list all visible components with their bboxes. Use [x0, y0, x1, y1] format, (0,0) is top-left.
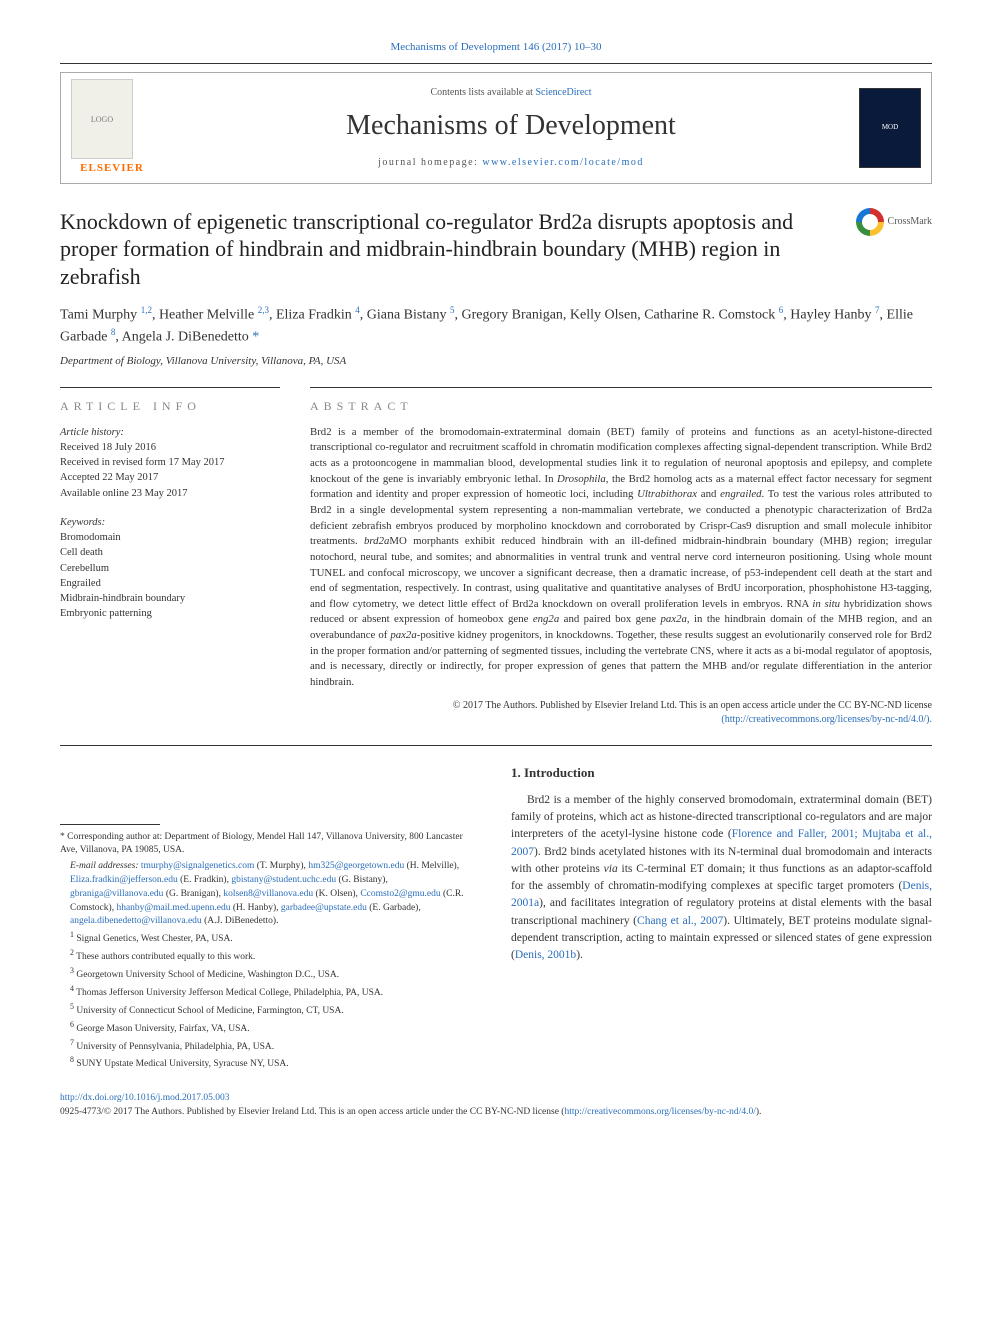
abstract-head: abstract	[310, 398, 932, 415]
section-heading-intro: 1. Introduction	[511, 764, 932, 782]
elsevier-tree-icon: LOGO	[71, 79, 133, 159]
issn-license-link[interactable]: http://creativecommons.org/licenses/by-n…	[564, 1107, 755, 1117]
copyright-text: © 2017 The Authors. Published by Elsevie…	[453, 700, 932, 711]
top-rule	[60, 63, 932, 64]
homepage-link[interactable]: www.elsevier.com/locate/mod	[482, 157, 643, 168]
license-link[interactable]: (http://creativecommons.org/licenses/by-…	[721, 714, 932, 725]
footnote-rule	[60, 824, 160, 825]
footnotes: * Corresponding author at: Department of…	[60, 831, 481, 1073]
crossmark-label: CrossMark	[888, 215, 932, 229]
abstract-text: Brd2 is a member of the bromodomain-extr…	[310, 425, 932, 691]
top-citation[interactable]: Mechanisms of Development 146 (2017) 10–…	[390, 41, 601, 53]
contents-prefix: Contents lists available at	[430, 87, 535, 98]
section-rule	[60, 745, 932, 746]
article-info-head: article info	[60, 398, 280, 415]
journal-cover-icon: MOD	[859, 88, 921, 168]
contents-available-text: Contents lists available at ScienceDirec…	[163, 86, 859, 100]
history-dates: Received 18 July 2016 Received in revise…	[60, 440, 280, 501]
homepage-label: journal homepage:	[378, 157, 482, 168]
copyright-line: © 2017 The Authors. Published by Elsevie…	[310, 699, 932, 727]
corresponding-author-note: * Corresponding author at: Department of…	[60, 831, 481, 859]
issn-close: ).	[756, 1107, 762, 1117]
keywords-heading: Keywords:	[60, 515, 280, 530]
elsevier-wordmark: ELSEVIER	[80, 161, 144, 176]
issn-text: 0925-4773/© 2017 The Authors. Published …	[60, 1107, 564, 1117]
article-title: Knockdown of epigenetic transcriptional …	[60, 208, 836, 291]
journal-title: Mechanisms of Development	[163, 106, 859, 145]
sciencedirect-link[interactable]: ScienceDirect	[535, 87, 591, 98]
crossmark-icon	[856, 208, 884, 236]
email-addresses: E-mail addresses: tmurphy@signalgenetics…	[70, 860, 481, 929]
intro-paragraph: Brd2 is a member of the highly conserved…	[511, 792, 932, 965]
journal-homepage: journal homepage: www.elsevier.com/locat…	[163, 156, 859, 170]
issn-line: 0925-4773/© 2017 The Authors. Published …	[60, 1106, 932, 1119]
doi-link[interactable]: http://dx.doi.org/10.1016/j.mod.2017.05.…	[60, 1093, 230, 1103]
affiliation: Department of Biology, Villanova Univers…	[60, 354, 932, 369]
keywords-list: BromodomainCell deathCerebellumEngrailed…	[60, 530, 280, 621]
author-list: Tami Murphy 1,2, Heather Melville 2,3, E…	[60, 304, 932, 347]
history-heading: Article history:	[60, 425, 280, 440]
crossmark-badge[interactable]: CrossMark	[856, 208, 932, 236]
journal-header: LOGO ELSEVIER Contents lists available a…	[60, 72, 932, 183]
